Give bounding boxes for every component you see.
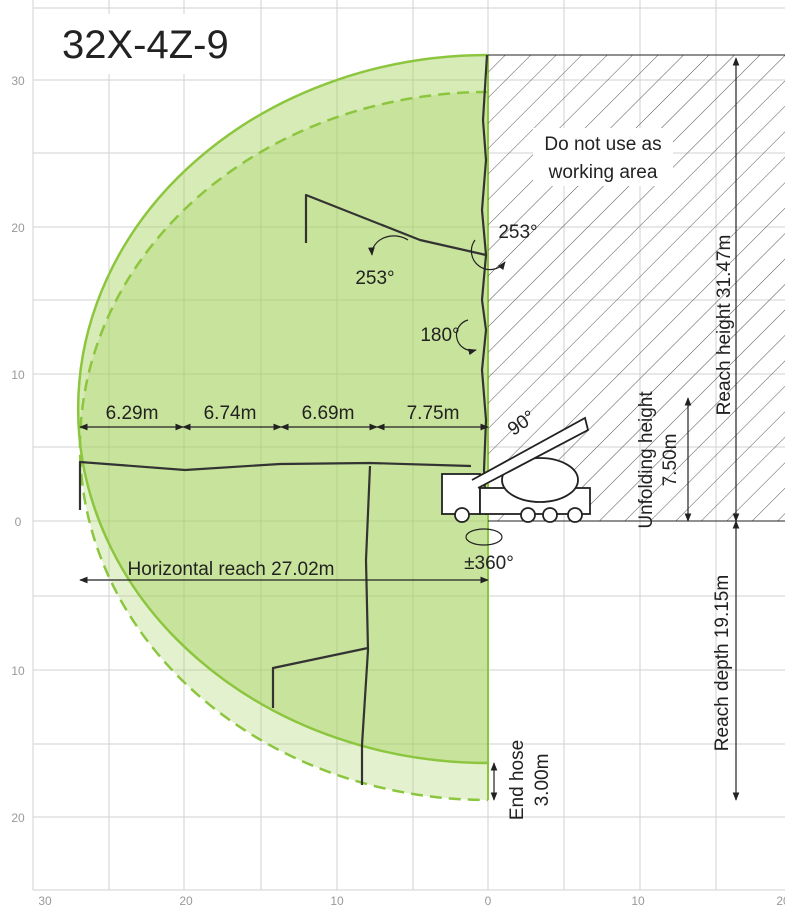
tick-bg: [0, 0, 32, 911]
dimension-label: Reach height 31.47m: [714, 235, 735, 416]
x-tick-label: 30: [38, 894, 52, 908]
zone-label: Do not use as: [544, 134, 661, 155]
x-tick-label: 20: [179, 894, 193, 908]
title-bg: [40, 14, 240, 74]
x-tick-label: 10: [330, 894, 344, 908]
angle-label: 253°: [498, 222, 537, 243]
angle-label: 180°: [420, 325, 459, 346]
segment-label: 6.74m: [204, 403, 257, 424]
boom: [78, 54, 489, 785]
reach-zone-hose: [80, 92, 488, 800]
segment-label: 6.69m: [302, 403, 355, 424]
reach-outline: [76, 53, 489, 765]
segment-label: 6.29m: [106, 403, 159, 424]
y-tick-label: 20: [11, 811, 25, 825]
dimension-label: 7.50m: [660, 434, 681, 487]
x-tick-label: 10: [631, 894, 645, 908]
x-tick-label: 20: [776, 894, 785, 908]
dimension-label: Reach depth 19.15m: [712, 575, 733, 751]
truck: [441, 416, 591, 523]
title: 32X-4Z-9: [62, 23, 229, 67]
angle-markers: [368, 235, 506, 546]
reach-zone: [78, 55, 488, 763]
y-tick-label: 10: [11, 368, 25, 382]
y-tick-label: 30: [11, 74, 25, 88]
x-tick-label: 0: [485, 894, 492, 908]
dimension-label: Unfolding height: [636, 391, 657, 529]
angle-label: 253°: [355, 268, 394, 289]
y-tick-label: 20: [11, 221, 25, 235]
dimension-label: End hose: [507, 740, 528, 820]
hose-outline: [78, 90, 489, 802]
y-tick-label: 10: [11, 664, 25, 678]
dimension-label: 3.00m: [532, 754, 553, 807]
zone-label-bg: [533, 128, 673, 186]
segment-dims: [79, 57, 740, 801]
y-tick-label: 0: [15, 515, 22, 529]
angle-label: ±360°: [464, 553, 514, 574]
zone-label: working area: [548, 162, 658, 183]
dimension-label: Horizontal reach 27.02m: [128, 559, 335, 580]
tick-bg: [0, 891, 785, 911]
segment-label: 7.75m: [407, 403, 460, 424]
